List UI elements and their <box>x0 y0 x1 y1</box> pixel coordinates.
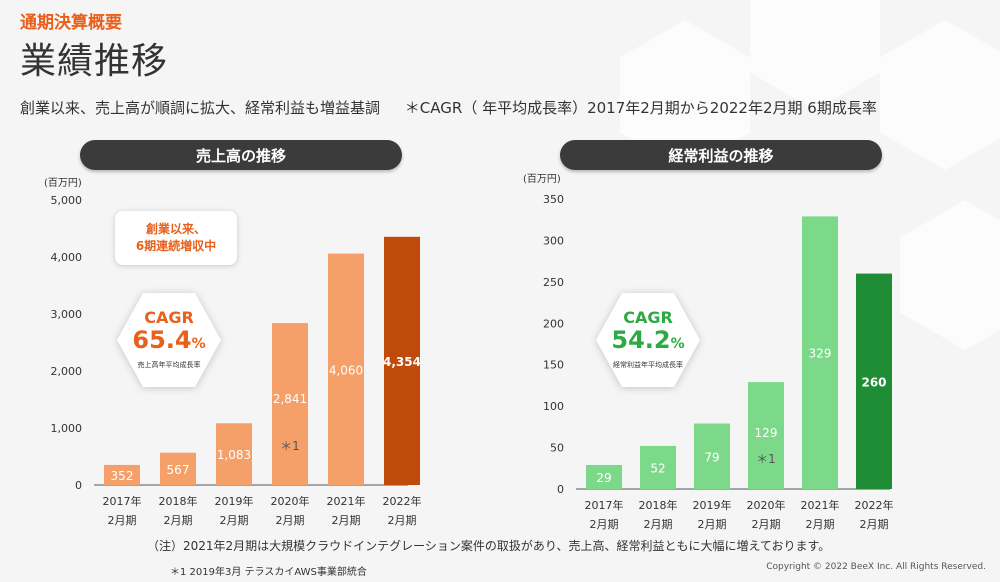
cagr-note: ＊CAGR（ 年平均成長率）2017年2月期から2022年2月期 6期成長率 <box>404 99 877 117</box>
copyright: Copyright © 2022 BeeX Inc. All Rights Re… <box>766 562 986 572</box>
sales-category-label: 2月期 <box>108 514 137 527</box>
profit-value-label: 29 <box>596 471 611 485</box>
sales-category-label: 2月期 <box>332 514 361 527</box>
profit-value-label: 260 <box>861 375 886 389</box>
sales-category-label: 2020年 <box>271 494 310 508</box>
sales-ytick-label: 5,000 <box>51 194 83 207</box>
profit-category-label: 2021年 <box>801 498 840 512</box>
profit-ytick-label: 50 <box>550 442 564 455</box>
profit-value-label: 79 <box>704 450 719 464</box>
sales-category-label: 2月期 <box>388 514 417 527</box>
profit-bar <box>856 273 892 489</box>
sales-bar <box>160 452 196 485</box>
profit-cagr-value-line: 54.2% <box>596 326 700 354</box>
sales-bar <box>328 253 364 485</box>
sales-chart-header: 売上高の推移 <box>80 140 402 170</box>
profit-ytick-label: 200 <box>543 317 564 330</box>
profit-annotation: ＊1 <box>756 452 776 466</box>
sales-ytick-label: 1,000 <box>51 422 83 435</box>
footnote: （注）2021年2月期は大規模クラウドインテグレーション案件の取扱があり、売上高… <box>147 539 831 553</box>
sales-ytick-label: 0 <box>75 479 82 492</box>
profit-unit-label: (百万円) <box>523 173 561 185</box>
footnote-2: ＊1 2019年3月 テラスカイAWS事業部統合 <box>170 567 367 578</box>
sales-value-label: 4,354 <box>383 355 421 369</box>
profit-category-label: 2022年 <box>855 498 894 512</box>
profit-cagr-caption: 経常利益年平均成長率 <box>613 361 683 369</box>
profit-category-label: 2018年 <box>639 498 678 512</box>
sales-ytick-label: 3,000 <box>51 308 83 321</box>
sales-ytick-label: 2,000 <box>51 365 83 378</box>
profit-value-label: 329 <box>809 347 832 361</box>
sales-cagr-value: 65.4 <box>132 326 192 354</box>
callout-line1: 創業以来、 <box>145 222 206 236</box>
profit-cagr-value: 54.2 <box>611 326 671 354</box>
sales-bar <box>104 464 140 485</box>
growth-callout: 創業以来、 6期連続増収中 <box>115 211 237 265</box>
sales-value-label: 4,060 <box>329 363 363 377</box>
profit-category-label: 2月期 <box>644 518 673 531</box>
sales-value-label: 352 <box>111 469 134 483</box>
profit-cagr-title: CAGR <box>623 308 673 327</box>
profit-bar <box>802 216 838 489</box>
profit-ytick-label: 300 <box>543 234 564 247</box>
sales-bar <box>216 423 252 485</box>
sales-bar <box>272 323 308 485</box>
profit-category-label: 2019年 <box>693 498 732 512</box>
sales-category-label: 2021年 <box>327 494 366 508</box>
profit-category-label: 2月期 <box>860 518 889 531</box>
profit-ytick-label: 100 <box>543 400 564 413</box>
profit-bar <box>694 423 730 489</box>
sales-cagr-title: CAGR <box>144 308 194 327</box>
sales-value-label: 567 <box>167 463 190 477</box>
sales-bar <box>384 236 420 485</box>
sales-ytick-label: 4,000 <box>51 251 83 264</box>
subtitle-line: 創業以来、売上高が順調に拡大、経常利益も増益基調 ＊CAGR（ 年平均成長率）2… <box>20 97 990 118</box>
profit-ytick-label: 150 <box>543 359 564 372</box>
profit-category-label: 2020年 <box>747 498 786 512</box>
profit-category-label: 2月期 <box>806 518 835 531</box>
profit-bar <box>640 445 676 489</box>
sales-cagr-value-line: 65.4% <box>117 326 221 354</box>
profit-bar <box>748 382 784 489</box>
subtitle: 創業以来、売上高が順調に拡大、経常利益も増益基調 <box>20 99 381 117</box>
sales-cagr-unit: % <box>191 336 206 352</box>
profit-category-label: 2月期 <box>590 518 619 531</box>
profit-ytick-label: 0 <box>557 483 564 496</box>
sales-annotation: ＊1 <box>280 439 300 453</box>
sales-category-label: 2017年 <box>103 494 142 508</box>
sales-category-label: 2月期 <box>220 514 249 527</box>
profit-value-label: 129 <box>755 426 778 440</box>
sales-category-label: 2019年 <box>215 494 254 508</box>
profit-chart-header: 経常利益の推移 <box>560 140 882 170</box>
profit-ytick-label: 250 <box>543 276 564 289</box>
sales-unit-label: (百万円) <box>44 177 82 189</box>
sales-category-label: 2018年 <box>159 494 198 508</box>
profit-ytick-label: 350 <box>543 193 564 206</box>
profit-category-label: 2月期 <box>698 518 727 531</box>
sales-value-label: 2,841 <box>273 392 307 406</box>
section-label: 通期決算概要 <box>20 13 122 33</box>
profit-value-label: 52 <box>650 461 665 475</box>
sales-category-label: 2月期 <box>276 514 305 527</box>
profit-bar <box>586 464 622 489</box>
sales-category-label: 2月期 <box>164 514 193 527</box>
page-title: 業績推移 <box>20 41 169 82</box>
profit-cagr-unit: % <box>670 336 685 352</box>
callout-line2: 6期連続増収中 <box>135 239 217 253</box>
sales-category-label: 2022年 <box>383 494 422 508</box>
profit-category-label: 2月期 <box>752 518 781 531</box>
sales-cagr-caption: 売上高年平均成長率 <box>137 361 201 369</box>
profit-category-label: 2017年 <box>585 498 624 512</box>
sales-value-label: 1,083 <box>217 448 251 462</box>
